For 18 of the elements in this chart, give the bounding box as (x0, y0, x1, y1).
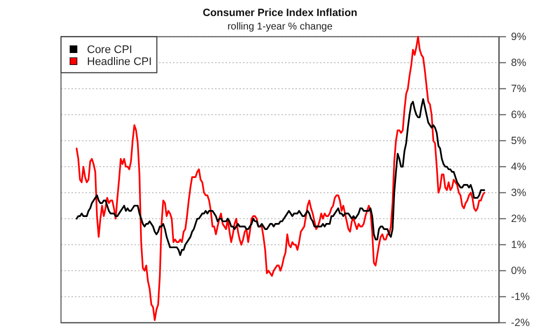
y-tick-label: 9% (511, 31, 526, 44)
line-series (76, 98, 486, 256)
y-tick-label: 3% (511, 187, 526, 200)
y-tick-label: 0% (511, 265, 526, 278)
y-tick-label: 1% (511, 239, 526, 252)
y-tick-label: 2% (511, 213, 526, 226)
y-tick-label: -2% (511, 317, 530, 328)
y-tick-label: 5% (511, 135, 526, 148)
y-tick-label: 4% (511, 161, 526, 174)
y-tick-label: 6% (511, 109, 526, 122)
y-tick-label: 8% (511, 57, 526, 70)
y-tick-label: -1% (511, 291, 530, 304)
line-series (76, 36, 486, 321)
y-tick-label: 7% (511, 83, 526, 96)
chart-subtitle: rolling 1-year % change (227, 22, 333, 32)
legend-label: Headline CPI (87, 56, 152, 68)
chart-title: Consumer Price Index Inflation (202, 7, 358, 19)
legend-label: Core CPI (87, 44, 132, 56)
